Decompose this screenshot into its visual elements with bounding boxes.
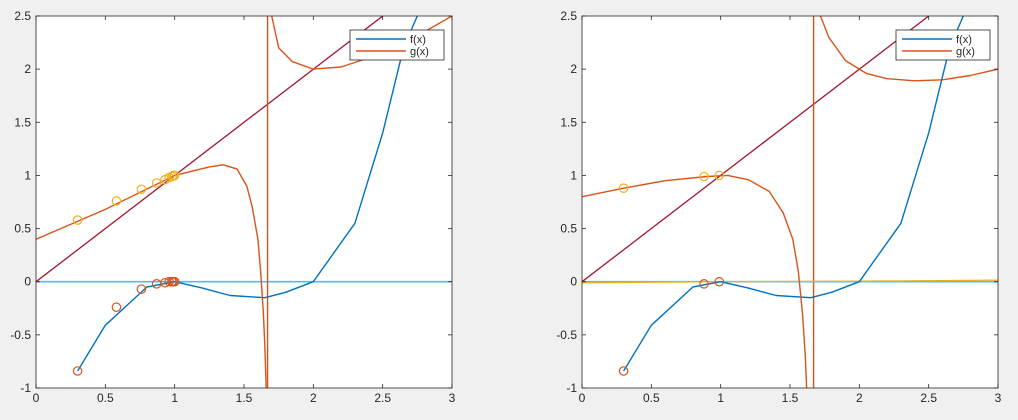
y-tick-label: -1: [566, 381, 577, 395]
plot-area: [582, 16, 998, 388]
legend-label-g: g(x): [410, 46, 429, 58]
x-tick-label: 0: [579, 391, 586, 405]
g-curve: [582, 174, 808, 388]
f-curve: [77, 16, 418, 372]
y-tick-label: 1: [570, 168, 577, 182]
y-tick-label: 0.5: [560, 222, 577, 236]
legend-label-g: g(x): [956, 46, 975, 58]
axes-background: [582, 16, 998, 388]
iterate-marker-f: [164, 276, 174, 287]
iterate-marker-f: [136, 284, 147, 294]
y-tick-label: 2.5: [560, 9, 577, 23]
plot-area: [36, 16, 452, 388]
iterate-marker-f: [169, 276, 180, 287]
iterate-marker-g: [151, 178, 162, 188]
x-tick-label: 2: [856, 391, 863, 405]
iterate-marker-f: [72, 366, 83, 376]
iterate-marker-g: [699, 171, 709, 182]
x-tick-label: 3: [995, 391, 1002, 405]
iterate-marker-g: [618, 183, 629, 193]
iterate-marker-f: [111, 302, 122, 313]
x-tick-label: 0.5: [643, 391, 660, 405]
y-tick-label: 1.5: [14, 115, 31, 129]
g-curve-branch: [819, 16, 998, 82]
iterate-marker-f: [699, 279, 709, 289]
legend: f(x)g(x): [349, 29, 445, 61]
y-tick-label: 0: [570, 275, 577, 289]
iterate-marker-g: [72, 215, 83, 225]
plot-panel-2: 0 0.5 1 1.5 2 2.5 3 -1 -0.5 0 0.5 1 1.5 2 2.5 f(x)g(x): [556, 9, 1001, 405]
g-curve: [36, 164, 267, 388]
y-tick-label: -0.5: [556, 328, 577, 342]
y-tick-label: 2.5: [14, 9, 31, 23]
x-tick-label: 1: [717, 391, 724, 405]
iterate-marker-g: [136, 184, 147, 195]
y-tick-label: 2: [24, 62, 31, 76]
diagonal-line: [582, 16, 930, 283]
iterate-marker-g: [714, 170, 725, 181]
plot-panel-1: 0 0.5 1 1.5 2 2.5 3 -1 -0.5 0 0.5 1 1.5 2 2.5 f(x)g(x): [10, 9, 455, 405]
y-tick-label: 1.5: [560, 115, 577, 129]
x-tick-label: 1: [171, 391, 178, 405]
y-tick-label: 1: [24, 168, 31, 182]
legend-label-f: f(x): [956, 34, 972, 46]
iterate-marker-g: [111, 196, 122, 206]
y-tick-label: 0.5: [14, 222, 31, 236]
x-tick-label: 1.5: [782, 391, 799, 405]
iterate-marker-g: [169, 170, 180, 181]
legend: f(x)g(x): [895, 29, 991, 61]
axes-background: [36, 16, 452, 388]
iterate-marker-f: [618, 366, 629, 376]
y-tick-label: -0.5: [10, 328, 31, 342]
x-tick-label: 1.5: [236, 391, 253, 405]
legend-box: [895, 29, 991, 61]
near-zero-line: [582, 279, 998, 284]
x-tick-label: 2.5: [374, 391, 391, 405]
y-tick-label: -1: [20, 381, 31, 395]
legend-box: [349, 29, 445, 61]
x-tick-label: 0: [33, 391, 40, 405]
iterate-marker-f: [714, 276, 725, 287]
x-tick-label: 0.5: [97, 391, 114, 405]
y-tick-label: 0: [24, 275, 31, 289]
x-tick-label: 2.5: [920, 391, 937, 405]
x-tick-label: 3: [449, 391, 456, 405]
x-tick-label: 2: [310, 391, 317, 405]
f-curve: [623, 16, 964, 372]
legend-label-f: f(x): [410, 34, 426, 46]
diagonal-line: [36, 16, 384, 283]
y-tick-label: 2: [570, 62, 577, 76]
